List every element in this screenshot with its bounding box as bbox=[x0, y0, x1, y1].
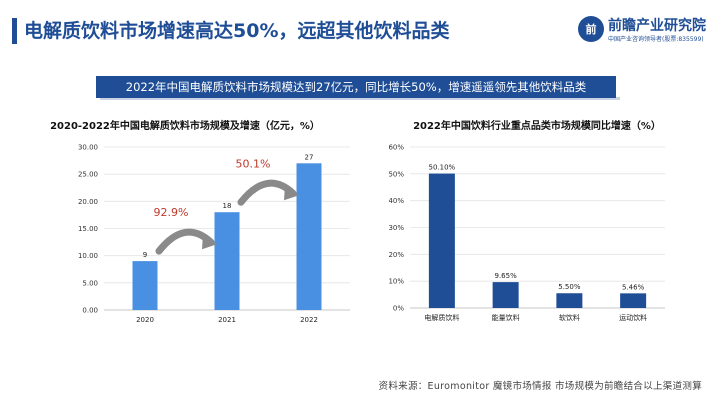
bar bbox=[492, 282, 519, 308]
y-tick-label: 0% bbox=[393, 305, 404, 313]
x-tick-label: 运动饮料 bbox=[619, 313, 647, 322]
bar bbox=[428, 173, 455, 308]
bar bbox=[296, 163, 322, 310]
y-tick-label: 20% bbox=[388, 251, 404, 259]
x-tick-label: 2020 bbox=[136, 316, 154, 324]
data-label: 5.50% bbox=[558, 283, 581, 291]
y-tick-label: 15.00 bbox=[78, 225, 98, 233]
data-label: 5.46% bbox=[622, 283, 645, 291]
x-tick-label: 软饮料 bbox=[559, 313, 580, 322]
x-tick-label: 电解质饮料 bbox=[424, 313, 459, 322]
data-label: 9.65% bbox=[495, 272, 518, 280]
logo-subtitle: 中国产业咨询领导者(股票:835599) bbox=[608, 36, 704, 43]
x-tick-label: 2021 bbox=[218, 316, 236, 324]
logo: 前 前瞻产业研究院 中国产业咨询领导者(股票:835599) bbox=[578, 12, 713, 46]
growth-arrow bbox=[237, 179, 297, 206]
y-tick-label: 25.00 bbox=[78, 171, 98, 179]
bar bbox=[620, 293, 647, 308]
right-chart-title: 2022年中国饮料行业重点品类市场规模同比增速（%） bbox=[413, 121, 661, 132]
data-label: 50.10% bbox=[429, 164, 456, 172]
y-tick-label: 60% bbox=[388, 144, 404, 152]
growth-label: 92.9% bbox=[154, 206, 189, 219]
growth-label: 50.1% bbox=[236, 157, 271, 170]
y-tick-label: 0.00 bbox=[82, 307, 98, 315]
data-label: 18 bbox=[223, 202, 232, 210]
data-label: 27 bbox=[305, 153, 314, 161]
summary-banner: 2022年中国电解质饮料市场规模达到27亿元，同比增长50%，增速遥遥领先其他饮… bbox=[96, 76, 616, 98]
bar bbox=[556, 293, 583, 308]
growth-arrowhead bbox=[202, 233, 217, 250]
title-accent-bar bbox=[12, 18, 17, 44]
bar bbox=[214, 212, 240, 310]
y-tick-label: 5.00 bbox=[82, 279, 98, 287]
logo-name: 前瞻产业研究院 bbox=[608, 18, 706, 34]
x-tick-label: 2022 bbox=[300, 316, 318, 324]
x-tick-label: 能量饮料 bbox=[492, 313, 520, 322]
data-label: 9 bbox=[143, 251, 147, 259]
y-tick-label: 40% bbox=[388, 197, 404, 205]
y-tick-label: 30.00 bbox=[78, 144, 98, 152]
y-tick-label: 20.00 bbox=[78, 198, 98, 206]
left-chart-title: 2020-2022年中国电解质饮料市场规模及增速（亿元，%） bbox=[50, 121, 320, 132]
banner-shadow bbox=[100, 97, 620, 100]
y-tick-label: 50% bbox=[388, 170, 404, 178]
y-tick-label: 30% bbox=[388, 224, 404, 232]
y-tick-label: 10.00 bbox=[78, 252, 98, 260]
logo-icon: 前 bbox=[578, 16, 604, 42]
growth-arrow bbox=[155, 228, 215, 255]
bar bbox=[132, 261, 158, 310]
source-note: 资料来源：Euromonitor 魔镜市场情报 市场规模为前瞻结合以上渠道测算 bbox=[378, 381, 702, 392]
y-tick-label: 10% bbox=[388, 278, 404, 286]
page-title: 电解质饮料市场增速高达50%，远超其他饮料品类 bbox=[24, 20, 450, 42]
growth-arrowhead bbox=[284, 184, 299, 201]
